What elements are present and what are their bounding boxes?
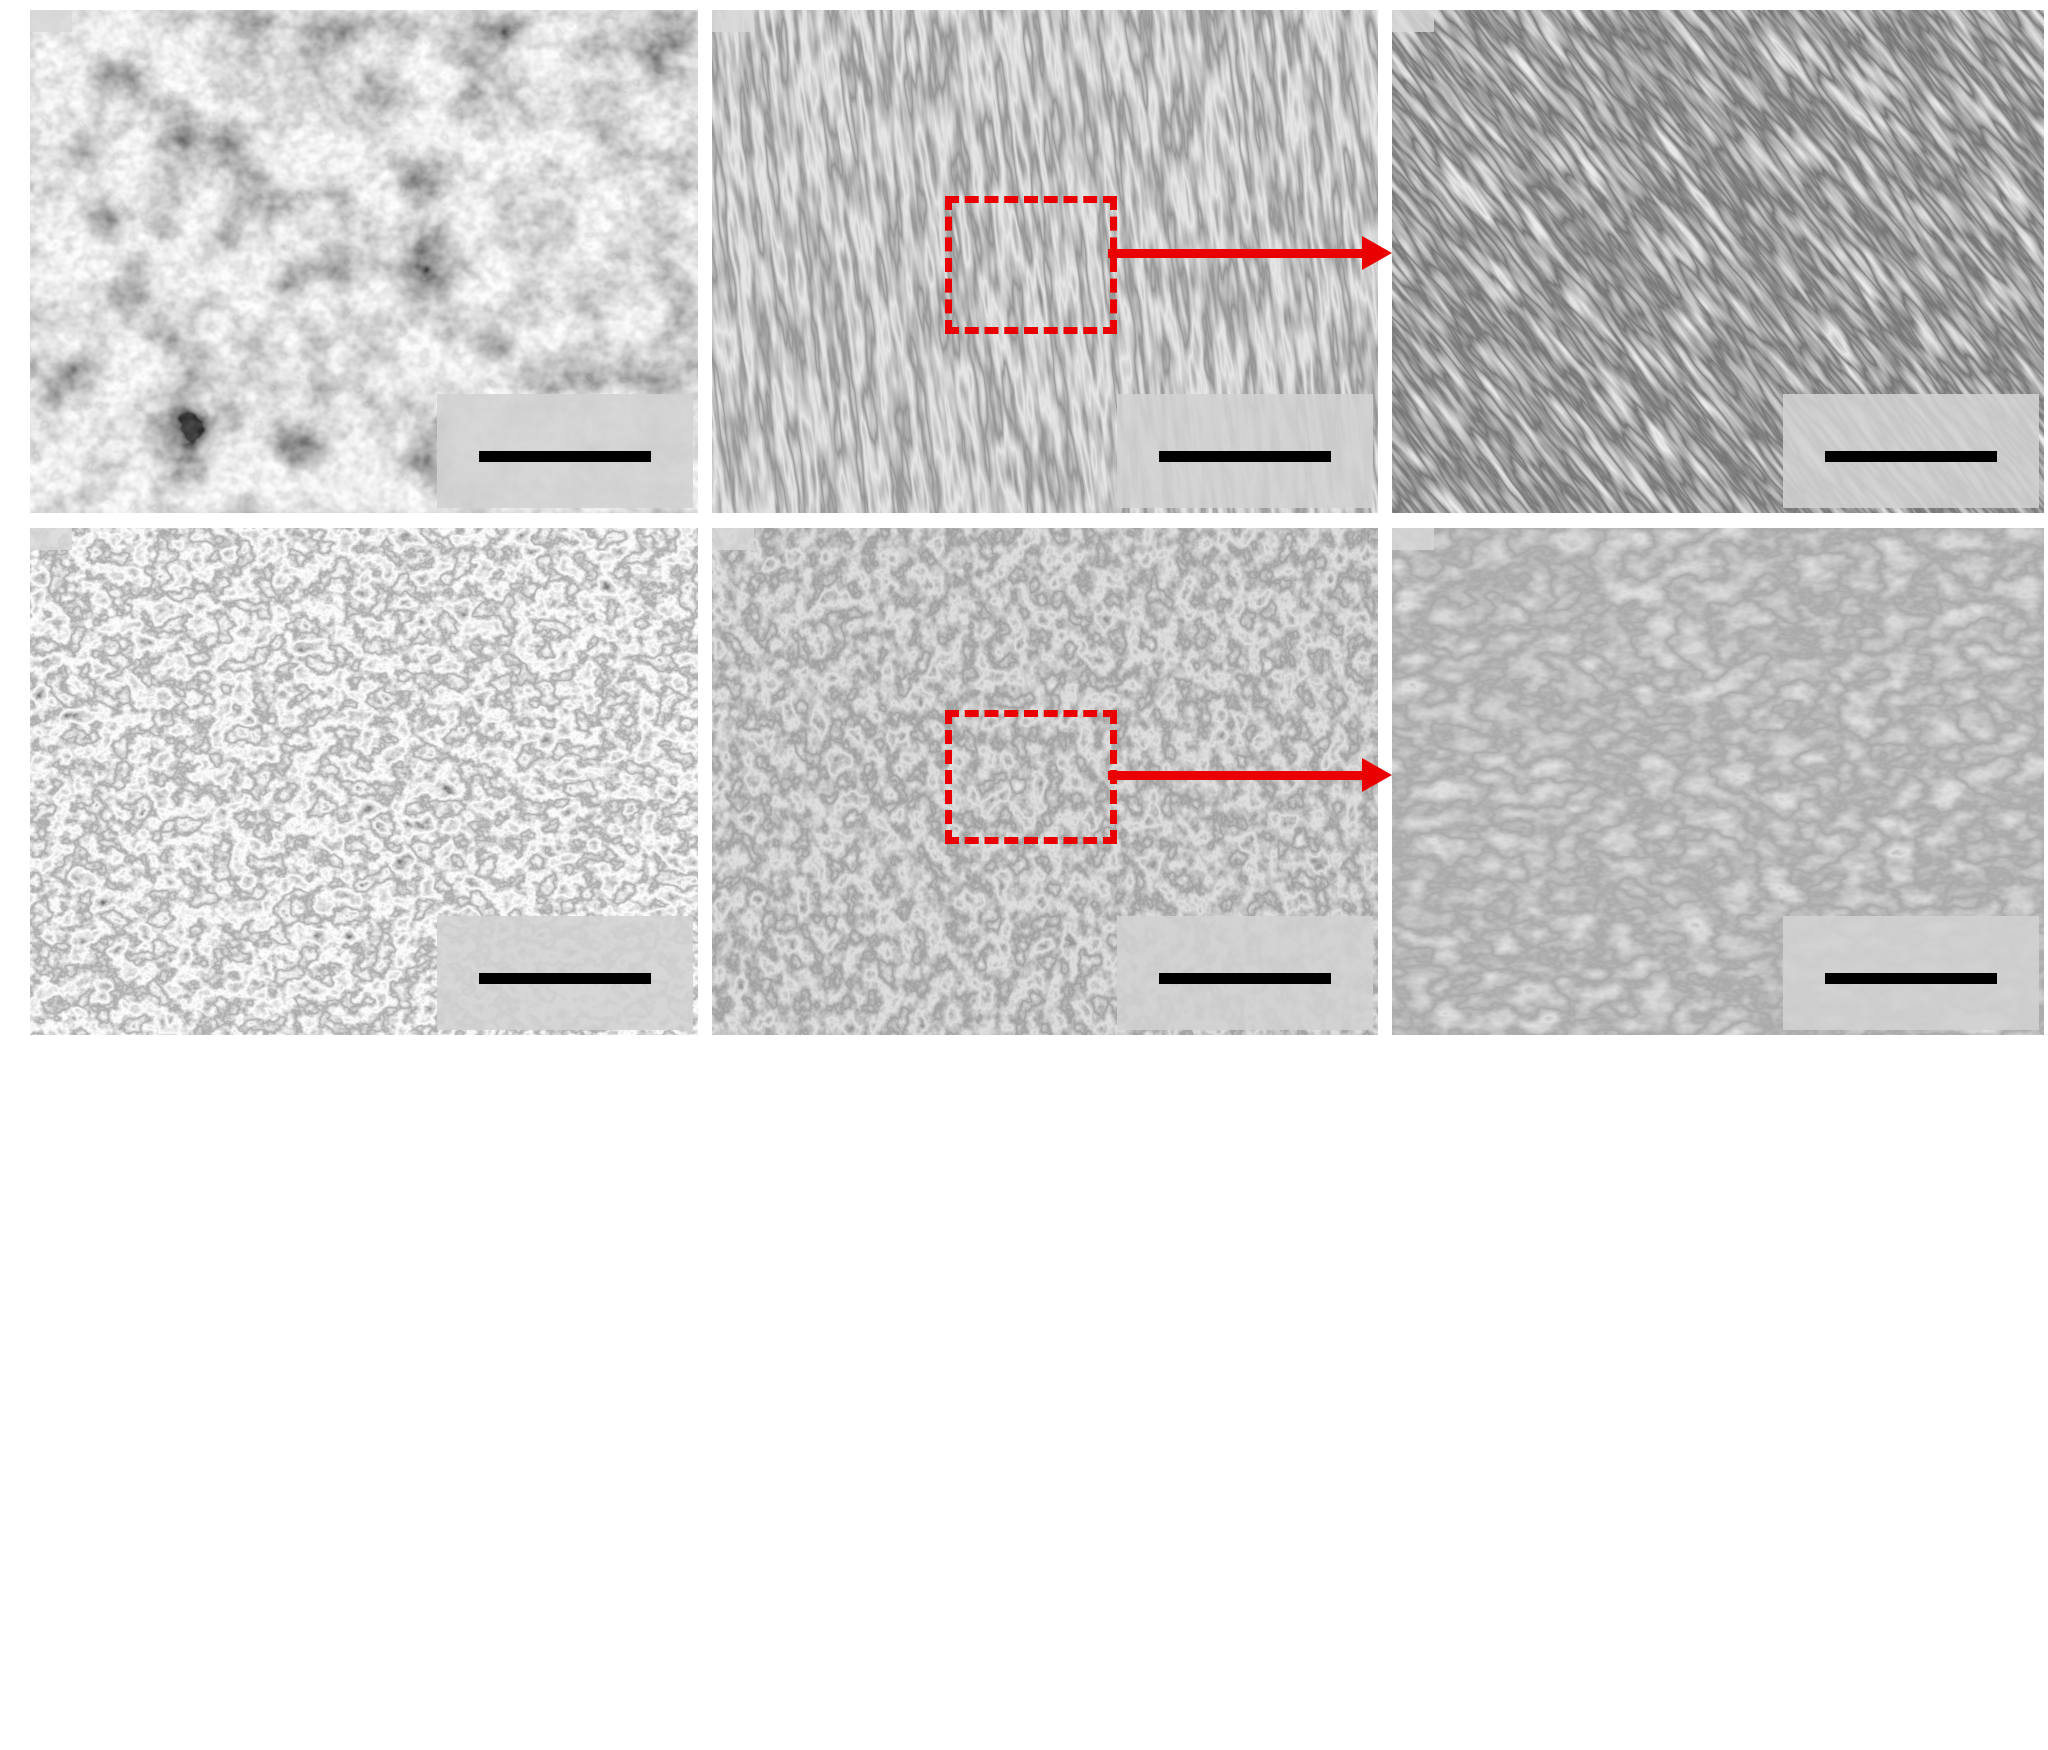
arrow-shaft-e	[1108, 771, 1366, 780]
panel-label-c	[1392, 10, 1434, 32]
micrograph-panel-e	[712, 528, 1378, 1035]
roi-box-e	[945, 710, 1117, 844]
scale-bar-line-e	[1159, 972, 1331, 984]
scale-bar-a	[437, 394, 693, 508]
scale-bar-b	[1117, 394, 1373, 508]
scale-bar-line-c	[1825, 450, 1997, 462]
roi-box-b	[945, 196, 1117, 334]
arrow-head-e	[1362, 758, 1392, 792]
micrograph-texture-a	[30, 10, 698, 513]
panel-label-e	[712, 528, 754, 550]
panel-label-f	[1392, 528, 1434, 550]
micrograph-panel-c	[1392, 10, 2044, 513]
scale-bar-line-b	[1159, 450, 1331, 462]
zoom-arrow-b	[1108, 236, 1392, 270]
arrow-head-b	[1362, 236, 1392, 270]
scale-bar-line-d	[479, 972, 651, 984]
scale-bar-line-f	[1825, 972, 1997, 984]
scale-bar-c	[1783, 394, 2039, 508]
scale-bar-e	[1117, 916, 1373, 1030]
panel-label-b	[712, 10, 754, 32]
micrograph-panel-a	[30, 10, 698, 513]
scale-bar-f	[1783, 916, 2039, 1030]
panel-label-a	[30, 10, 72, 32]
micrograph-panel-d	[30, 528, 698, 1035]
micrograph-panel-f	[1392, 528, 2044, 1035]
micrograph-texture-c	[1392, 10, 2044, 513]
grain-size-chart-h	[1024, 1040, 2048, 1750]
arrow-shaft-b	[1108, 249, 1366, 258]
grain-size-chart-g	[0, 1040, 1024, 1750]
scale-bar-d	[437, 916, 693, 1030]
scale-bar-line-a	[479, 450, 651, 462]
micrograph-panel-b	[712, 10, 1378, 513]
panel-label-d	[30, 528, 72, 550]
zoom-arrow-e	[1108, 758, 1392, 792]
